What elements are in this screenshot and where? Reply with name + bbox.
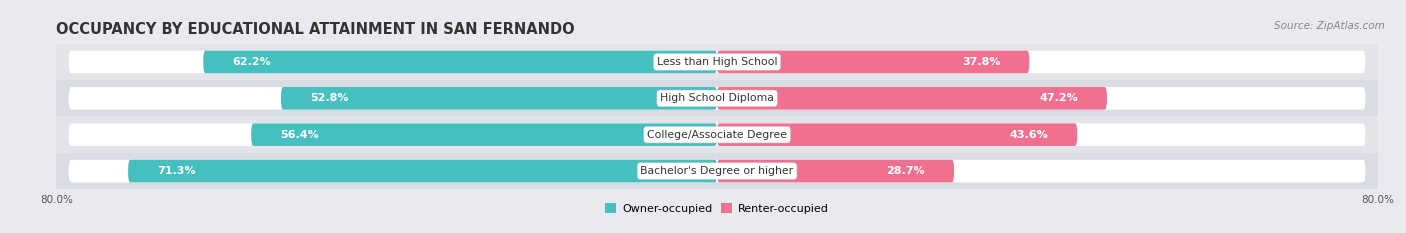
FancyBboxPatch shape [717, 123, 1077, 146]
FancyBboxPatch shape [69, 87, 1365, 110]
Text: College/Associate Degree: College/Associate Degree [647, 130, 787, 140]
FancyBboxPatch shape [39, 116, 1395, 153]
FancyBboxPatch shape [69, 51, 1365, 73]
Text: 47.2%: 47.2% [1039, 93, 1078, 103]
FancyBboxPatch shape [39, 44, 1395, 80]
FancyBboxPatch shape [204, 51, 717, 73]
Text: Source: ZipAtlas.com: Source: ZipAtlas.com [1274, 21, 1385, 31]
Text: 62.2%: 62.2% [232, 57, 271, 67]
FancyBboxPatch shape [252, 123, 717, 146]
Text: 28.7%: 28.7% [887, 166, 925, 176]
Text: Bachelor's Degree or higher: Bachelor's Degree or higher [641, 166, 793, 176]
Text: 71.3%: 71.3% [157, 166, 195, 176]
FancyBboxPatch shape [281, 87, 717, 110]
Text: 37.8%: 37.8% [962, 57, 1001, 67]
Text: High School Diploma: High School Diploma [661, 93, 773, 103]
Text: 52.8%: 52.8% [309, 93, 349, 103]
FancyBboxPatch shape [128, 160, 717, 182]
FancyBboxPatch shape [717, 160, 955, 182]
FancyBboxPatch shape [69, 160, 1365, 182]
Text: 43.6%: 43.6% [1010, 130, 1049, 140]
Legend: Owner-occupied, Renter-occupied: Owner-occupied, Renter-occupied [600, 199, 834, 218]
Text: 56.4%: 56.4% [280, 130, 319, 140]
Text: Less than High School: Less than High School [657, 57, 778, 67]
FancyBboxPatch shape [717, 87, 1107, 110]
FancyBboxPatch shape [39, 153, 1395, 189]
Text: OCCUPANCY BY EDUCATIONAL ATTAINMENT IN SAN FERNANDO: OCCUPANCY BY EDUCATIONAL ATTAINMENT IN S… [56, 22, 575, 37]
FancyBboxPatch shape [39, 80, 1395, 116]
FancyBboxPatch shape [69, 123, 1365, 146]
FancyBboxPatch shape [717, 51, 1029, 73]
